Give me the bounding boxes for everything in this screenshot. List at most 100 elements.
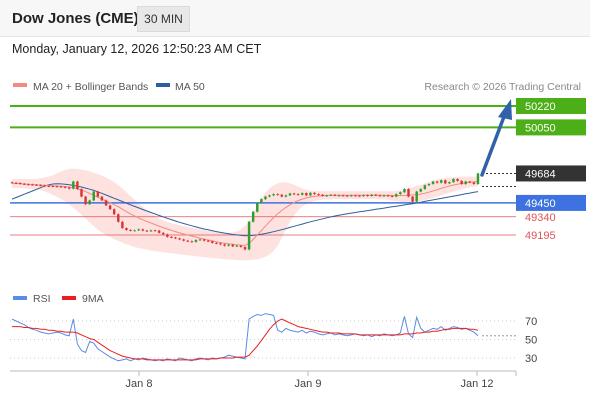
candle-body xyxy=(206,240,210,242)
legend-swatch-rsi xyxy=(13,296,27,300)
support-label-box xyxy=(516,194,586,211)
candle xyxy=(468,180,472,184)
candle xyxy=(223,243,226,247)
rsi-tick-label: 50 xyxy=(525,335,537,347)
candle-body xyxy=(112,209,116,215)
candle xyxy=(39,184,42,187)
candle xyxy=(476,172,480,185)
candle-body xyxy=(219,243,222,245)
candle xyxy=(117,213,120,223)
candle xyxy=(125,227,128,231)
candle xyxy=(395,193,398,198)
candle-body xyxy=(403,189,406,193)
candle-body xyxy=(129,229,132,231)
timeframe-button[interactable]: 30 MIN xyxy=(137,6,190,32)
legend-label-ma20: MA 20 + Bollinger Bands xyxy=(33,81,148,93)
candle xyxy=(411,195,414,203)
candle-body xyxy=(341,195,345,197)
candle xyxy=(280,193,284,198)
x-tick-label: Jan 8 xyxy=(126,378,153,390)
candle-body xyxy=(247,221,251,250)
candle xyxy=(305,192,308,197)
candle xyxy=(190,240,194,243)
candle xyxy=(243,246,247,251)
candle-body xyxy=(121,221,124,229)
candle-body xyxy=(149,230,153,232)
candle-body xyxy=(231,244,234,247)
candle-body xyxy=(325,195,328,197)
candle xyxy=(276,193,279,196)
minor-support-label: 49340 xyxy=(525,212,556,224)
candle-body xyxy=(390,195,394,197)
candle xyxy=(350,194,353,197)
candle-body xyxy=(362,195,365,197)
candle-body xyxy=(27,184,30,186)
candle-body xyxy=(186,240,189,242)
candle xyxy=(63,186,67,189)
candle-body xyxy=(215,242,218,244)
candle xyxy=(464,180,467,185)
candle-body xyxy=(14,182,18,184)
price-levels xyxy=(10,105,516,236)
candle-body xyxy=(170,236,173,238)
candle xyxy=(43,184,46,187)
legend-swatch-ma20 xyxy=(13,83,27,87)
candle-body xyxy=(407,189,410,197)
candle xyxy=(112,208,116,215)
candle xyxy=(137,228,140,232)
candle xyxy=(448,181,451,185)
candle-body xyxy=(452,178,455,183)
candle-body xyxy=(59,186,63,188)
candle xyxy=(317,193,320,196)
candle xyxy=(51,185,55,188)
candle xyxy=(423,184,427,190)
candle-body xyxy=(301,193,304,195)
candle xyxy=(399,191,402,195)
candle xyxy=(333,193,337,197)
candle-body xyxy=(276,194,279,196)
candle xyxy=(452,178,455,183)
x-tick-label: Jan 12 xyxy=(460,378,493,390)
attribution: Research © 2026 Trading Central xyxy=(424,81,581,93)
candle xyxy=(186,239,189,243)
rsi-ma-line xyxy=(12,318,479,361)
candle-body xyxy=(104,200,108,206)
candlesticks xyxy=(10,172,480,251)
moving-averages xyxy=(11,180,479,246)
candle-body xyxy=(411,196,414,202)
candle-body xyxy=(223,244,226,246)
candle xyxy=(325,194,328,197)
candle-body xyxy=(88,200,91,205)
candle xyxy=(108,204,112,210)
candle xyxy=(288,192,292,197)
candle xyxy=(68,186,71,190)
candle-body xyxy=(386,195,390,197)
candle-body xyxy=(108,205,112,210)
minor-support-label: 49195 xyxy=(525,230,556,242)
candle-body xyxy=(460,180,463,185)
candle xyxy=(260,198,263,204)
candle xyxy=(92,190,95,202)
candle-body xyxy=(84,196,87,205)
candle xyxy=(439,179,443,184)
candle xyxy=(456,178,459,182)
candle-body xyxy=(92,191,95,201)
candle-body xyxy=(100,196,104,201)
candle-body xyxy=(280,194,284,197)
candle xyxy=(370,193,373,197)
candle-body xyxy=(272,194,275,196)
candle-body xyxy=(227,244,230,246)
candle xyxy=(362,194,365,197)
candle xyxy=(23,183,26,186)
candle xyxy=(460,180,463,185)
candle xyxy=(292,192,296,195)
candle-body xyxy=(374,194,378,196)
candle-body xyxy=(444,180,447,184)
candle-body xyxy=(358,195,361,197)
candle-body xyxy=(399,192,402,195)
candle-body xyxy=(157,230,161,233)
forecast-arrow-icon xyxy=(480,99,512,177)
candle-body xyxy=(476,173,480,185)
candle xyxy=(170,236,173,239)
candle xyxy=(251,210,255,223)
